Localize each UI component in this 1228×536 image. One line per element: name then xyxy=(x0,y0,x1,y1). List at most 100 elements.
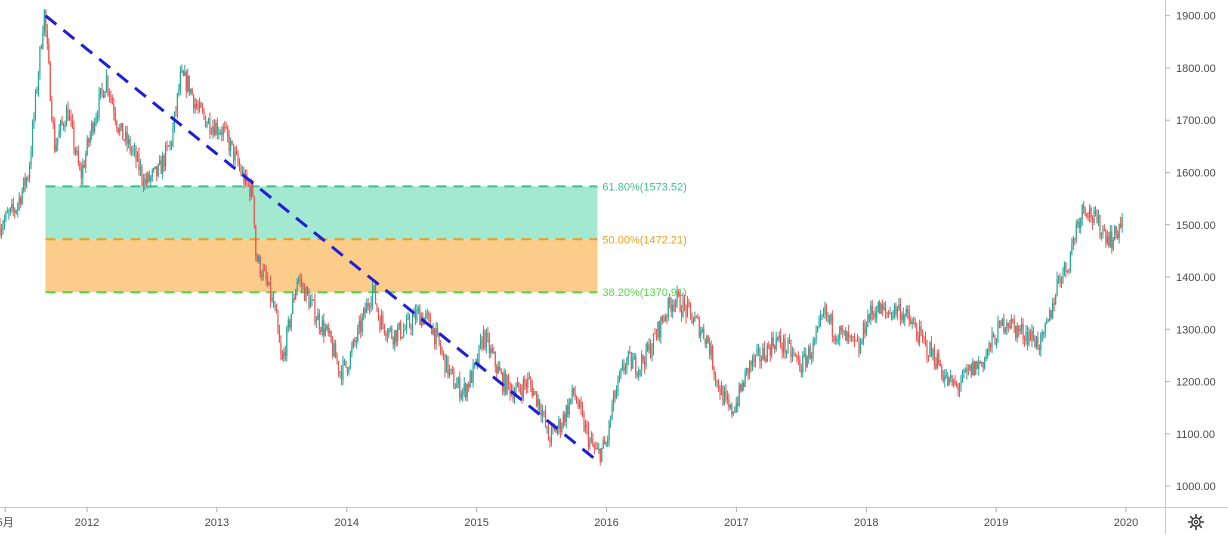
candle-body xyxy=(125,131,127,141)
candle-body xyxy=(1047,320,1049,322)
candle-body xyxy=(457,378,459,384)
candle-body xyxy=(1074,238,1076,240)
candle-body xyxy=(105,76,108,92)
candle-body xyxy=(201,107,204,111)
candle-body xyxy=(499,366,501,371)
candle-body xyxy=(219,132,221,134)
candle-body xyxy=(787,339,789,352)
candle-body xyxy=(1006,323,1008,329)
candle-body xyxy=(227,127,229,137)
candle-body xyxy=(651,350,653,358)
candle-body xyxy=(111,97,113,105)
candle-body xyxy=(547,426,550,441)
candle-body xyxy=(623,364,625,371)
candle-body xyxy=(135,148,137,162)
candle-body xyxy=(927,356,930,358)
candle-body xyxy=(744,371,746,387)
candle-body xyxy=(867,314,869,327)
candle-body xyxy=(731,404,733,415)
candle-body xyxy=(302,285,304,287)
candle-body xyxy=(598,449,600,451)
candle-body xyxy=(318,313,320,329)
candle-body xyxy=(806,357,808,367)
candle-body xyxy=(982,362,984,368)
candle-body xyxy=(960,382,962,387)
candle-body xyxy=(574,393,576,397)
candle-body xyxy=(163,155,165,167)
candle-body xyxy=(42,32,44,49)
candle-body xyxy=(815,332,817,341)
candle-body xyxy=(516,382,519,388)
candle-body xyxy=(1044,323,1046,333)
candle-body xyxy=(185,71,187,92)
candle-body xyxy=(923,337,925,339)
candle-body xyxy=(30,152,32,166)
candle-body xyxy=(247,182,249,186)
candle-body xyxy=(417,308,420,311)
x-tick-label: 2020 xyxy=(1114,517,1138,529)
candle-body xyxy=(746,368,748,372)
candle-body xyxy=(675,301,677,307)
trendline[interactable] xyxy=(44,14,599,463)
candle-body xyxy=(698,318,700,337)
candle-body xyxy=(756,349,758,356)
y-tick-label: 1900.00 xyxy=(1176,11,1216,23)
candle-body xyxy=(484,330,486,348)
candle-body xyxy=(1013,320,1015,326)
candle-body xyxy=(685,305,687,317)
candle-body xyxy=(608,421,610,440)
candle-body xyxy=(315,319,317,322)
candle-body xyxy=(45,10,47,31)
candle-body xyxy=(404,329,406,331)
candle-body xyxy=(444,354,446,373)
candle-body xyxy=(599,449,601,462)
candle-body xyxy=(856,340,859,342)
candle-body xyxy=(581,408,584,415)
candle-body xyxy=(766,344,768,362)
candle-body xyxy=(955,382,958,386)
candle-body xyxy=(366,303,368,314)
candle-body xyxy=(162,155,164,174)
candle-body xyxy=(995,342,998,345)
candle-body xyxy=(592,438,594,446)
settings-button[interactable] xyxy=(1186,513,1206,531)
candle-body xyxy=(873,313,875,315)
candle-body xyxy=(933,349,935,364)
candle-body xyxy=(17,204,19,211)
candle-body xyxy=(814,340,816,342)
candle-body xyxy=(521,391,523,398)
candle-body xyxy=(382,315,384,325)
x-tick-label: 2018 xyxy=(854,517,878,529)
candle-body xyxy=(618,375,621,379)
candle-body xyxy=(967,368,969,370)
candle-body xyxy=(196,103,198,108)
candle-body xyxy=(780,335,782,347)
candle-body xyxy=(1094,210,1097,215)
candle-body xyxy=(519,388,522,392)
candle-body xyxy=(268,281,270,286)
candle-body xyxy=(775,337,777,350)
candle-body xyxy=(782,338,785,352)
candle-body xyxy=(432,328,434,335)
candle-body xyxy=(295,290,297,300)
candle-body xyxy=(27,177,29,179)
candle-body xyxy=(243,171,245,185)
candle-body xyxy=(471,371,473,383)
candle-body xyxy=(485,333,488,348)
candle-body xyxy=(450,368,452,370)
candle-body xyxy=(386,335,388,337)
candle-body xyxy=(573,388,575,394)
candle-body xyxy=(904,315,906,321)
candle-body xyxy=(89,134,91,143)
candle-body xyxy=(528,377,530,379)
candle-body xyxy=(920,326,922,333)
candle-body xyxy=(1080,218,1082,228)
candle-body xyxy=(754,355,757,363)
candle-body xyxy=(351,347,353,353)
candle-body xyxy=(802,354,804,373)
candle-body xyxy=(376,303,378,310)
candle-body xyxy=(20,197,22,204)
candle-body xyxy=(686,301,689,317)
